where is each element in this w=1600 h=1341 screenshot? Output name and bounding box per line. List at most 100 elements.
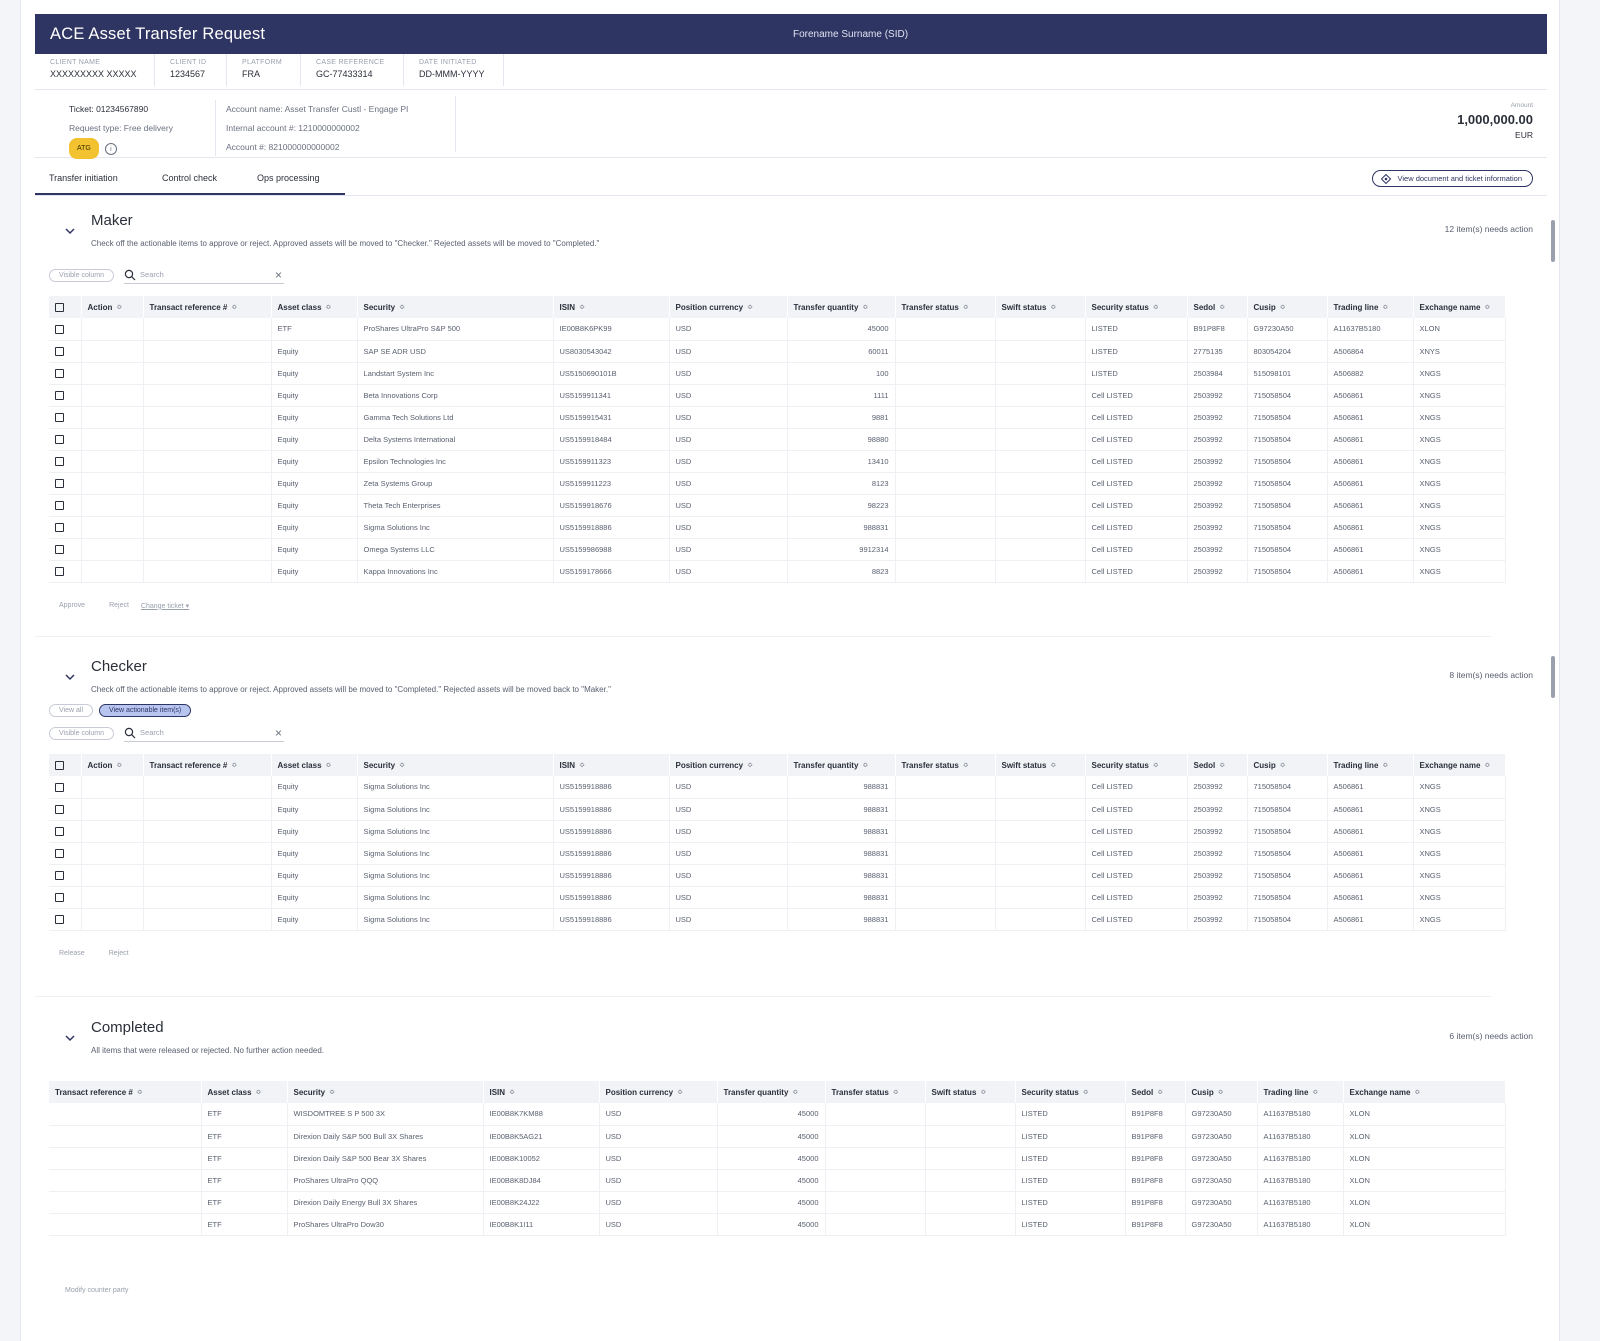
- row-checkbox[interactable]: [55, 324, 64, 334]
- sort-icon[interactable]: ≎: [116, 762, 123, 770]
- chevron-down-icon[interactable]: [63, 1031, 77, 1045]
- release-button[interactable]: Release: [59, 950, 85, 957]
- row-checkbox[interactable]: [55, 500, 64, 510]
- sort-icon[interactable]: ≎: [325, 304, 332, 312]
- row-checkbox[interactable]: [55, 892, 64, 902]
- column-header[interactable]: Cusip ≎: [1247, 754, 1328, 776]
- column-header[interactable]: Transact reference # ≎: [143, 754, 272, 776]
- sort-icon[interactable]: ≎: [1152, 304, 1159, 312]
- column-header[interactable]: Security ≎: [287, 1081, 484, 1103]
- user-name[interactable]: Forename Surname (SID): [793, 28, 909, 40]
- row-checkbox[interactable]: [55, 870, 64, 880]
- column-header[interactable]: Transfer quantity ≎: [787, 754, 896, 776]
- sort-icon[interactable]: ≎: [399, 304, 405, 312]
- scrollbar-thumb[interactable]: [1551, 656, 1555, 698]
- visible-column-button[interactable]: Visible column: [49, 726, 115, 740]
- sort-icon[interactable]: ≎: [509, 1089, 515, 1097]
- sort-icon[interactable]: ≎: [1484, 304, 1491, 312]
- sort-icon[interactable]: ≎: [579, 304, 585, 312]
- search-input[interactable]: Search ×: [124, 725, 285, 742]
- column-header[interactable]: Security status ≎: [1015, 1081, 1126, 1103]
- column-header[interactable]: Transfer status ≎: [895, 754, 996, 776]
- column-header[interactable]: Security ≎: [357, 754, 554, 776]
- sort-icon[interactable]: ≎: [136, 1089, 143, 1097]
- sort-icon[interactable]: ≎: [116, 304, 123, 312]
- row-checkbox[interactable]: [55, 826, 64, 836]
- column-header[interactable]: Position currency ≎: [599, 1081, 718, 1103]
- sort-icon[interactable]: ≎: [1279, 762, 1286, 770]
- chevron-down-icon[interactable]: [63, 670, 77, 684]
- row-checkbox[interactable]: [55, 848, 64, 858]
- column-header[interactable]: Cusip ≎: [1247, 296, 1328, 318]
- sort-icon[interactable]: ≎: [862, 304, 869, 312]
- view-actionable-button[interactable]: View actionable item(s): [99, 703, 192, 717]
- column-header[interactable]: Swift status ≎: [925, 1081, 1016, 1103]
- view-all-button[interactable]: View all: [49, 703, 93, 717]
- sort-icon[interactable]: ≎: [962, 304, 969, 312]
- change-ticket-button[interactable]: Change ticket ▾: [140, 602, 190, 610]
- modify-counter-party-button[interactable]: Modify counter party: [65, 1287, 129, 1294]
- approve-button[interactable]: Approve: [59, 602, 86, 609]
- sort-icon[interactable]: ≎: [325, 762, 332, 770]
- column-header[interactable]: Asset class ≎: [271, 754, 358, 776]
- row-checkbox[interactable]: [55, 412, 64, 422]
- sort-icon[interactable]: ≎: [1219, 762, 1226, 770]
- sort-icon[interactable]: ≎: [1484, 762, 1491, 770]
- row-checkbox[interactable]: [55, 544, 64, 554]
- column-header[interactable]: Exchange name ≎: [1413, 296, 1506, 318]
- sort-icon[interactable]: ≎: [1050, 762, 1057, 770]
- column-header[interactable]: Sedol ≎: [1187, 296, 1248, 318]
- column-header[interactable]: Exchange name ≎: [1413, 754, 1506, 776]
- sort-icon[interactable]: ≎: [1050, 304, 1057, 312]
- sort-icon[interactable]: ≎: [747, 762, 753, 770]
- column-header[interactable]: Cusip ≎: [1185, 1081, 1258, 1103]
- sort-icon[interactable]: ≎: [862, 762, 869, 770]
- tab-control-check[interactable]: Control check: [162, 173, 218, 183]
- column-header[interactable]: Asset class ≎: [271, 296, 358, 318]
- row-checkbox[interactable]: [55, 456, 64, 466]
- sort-icon[interactable]: ≎: [255, 1089, 262, 1097]
- column-header[interactable]: Transfer status ≎: [895, 296, 996, 318]
- row-checkbox[interactable]: [55, 434, 64, 444]
- column-header[interactable]: Position currency ≎: [669, 296, 788, 318]
- sort-icon[interactable]: ≎: [1082, 1089, 1089, 1097]
- search-input[interactable]: Search ×: [124, 267, 285, 284]
- reject-button[interactable]: Reject: [109, 602, 129, 609]
- reject-button[interactable]: Reject: [108, 950, 129, 957]
- clear-icon[interactable]: ×: [275, 267, 283, 282]
- row-checkbox[interactable]: [55, 478, 64, 488]
- sort-icon[interactable]: ≎: [579, 762, 585, 770]
- column-header[interactable]: ISIN ≎: [483, 1081, 600, 1103]
- sort-icon[interactable]: ≎: [1279, 304, 1286, 312]
- sort-icon[interactable]: ≎: [1382, 762, 1389, 770]
- sort-icon[interactable]: ≎: [892, 1089, 899, 1097]
- sort-icon[interactable]: ≎: [677, 1089, 683, 1097]
- sort-icon[interactable]: ≎: [329, 1089, 335, 1097]
- column-header[interactable]: Action ≎: [81, 754, 144, 776]
- row-checkbox[interactable]: [55, 914, 64, 924]
- clear-icon[interactable]: ×: [275, 725, 283, 740]
- view-document-button[interactable]: View document and ticket information: [1372, 170, 1533, 187]
- visible-column-button[interactable]: Visible column: [49, 268, 115, 282]
- column-header[interactable]: Transact reference # ≎: [49, 1081, 202, 1103]
- info-icon[interactable]: i: [104, 142, 117, 155]
- column-header[interactable]: ISIN ≎: [553, 754, 670, 776]
- select-all-checkbox[interactable]: [55, 302, 64, 312]
- column-header[interactable]: Security status ≎: [1085, 296, 1188, 318]
- chevron-down-icon[interactable]: [63, 224, 77, 238]
- column-header[interactable]: Security ≎: [357, 296, 554, 318]
- sort-icon[interactable]: ≎: [1157, 1089, 1164, 1097]
- sort-icon[interactable]: ≎: [980, 1089, 987, 1097]
- column-header[interactable]: Action ≎: [81, 296, 144, 318]
- column-header[interactable]: Transfer quantity ≎: [717, 1081, 826, 1103]
- column-header[interactable]: Asset class ≎: [201, 1081, 288, 1103]
- column-header[interactable]: Swift status ≎: [995, 754, 1086, 776]
- sort-icon[interactable]: ≎: [747, 304, 753, 312]
- column-header[interactable]: Transfer status ≎: [825, 1081, 926, 1103]
- column-header[interactable]: Position currency ≎: [669, 754, 788, 776]
- row-checkbox[interactable]: [55, 804, 64, 814]
- sort-icon[interactable]: ≎: [1312, 1089, 1319, 1097]
- sort-icon[interactable]: ≎: [962, 762, 969, 770]
- row-checkbox[interactable]: [55, 390, 64, 400]
- row-checkbox[interactable]: [55, 566, 64, 576]
